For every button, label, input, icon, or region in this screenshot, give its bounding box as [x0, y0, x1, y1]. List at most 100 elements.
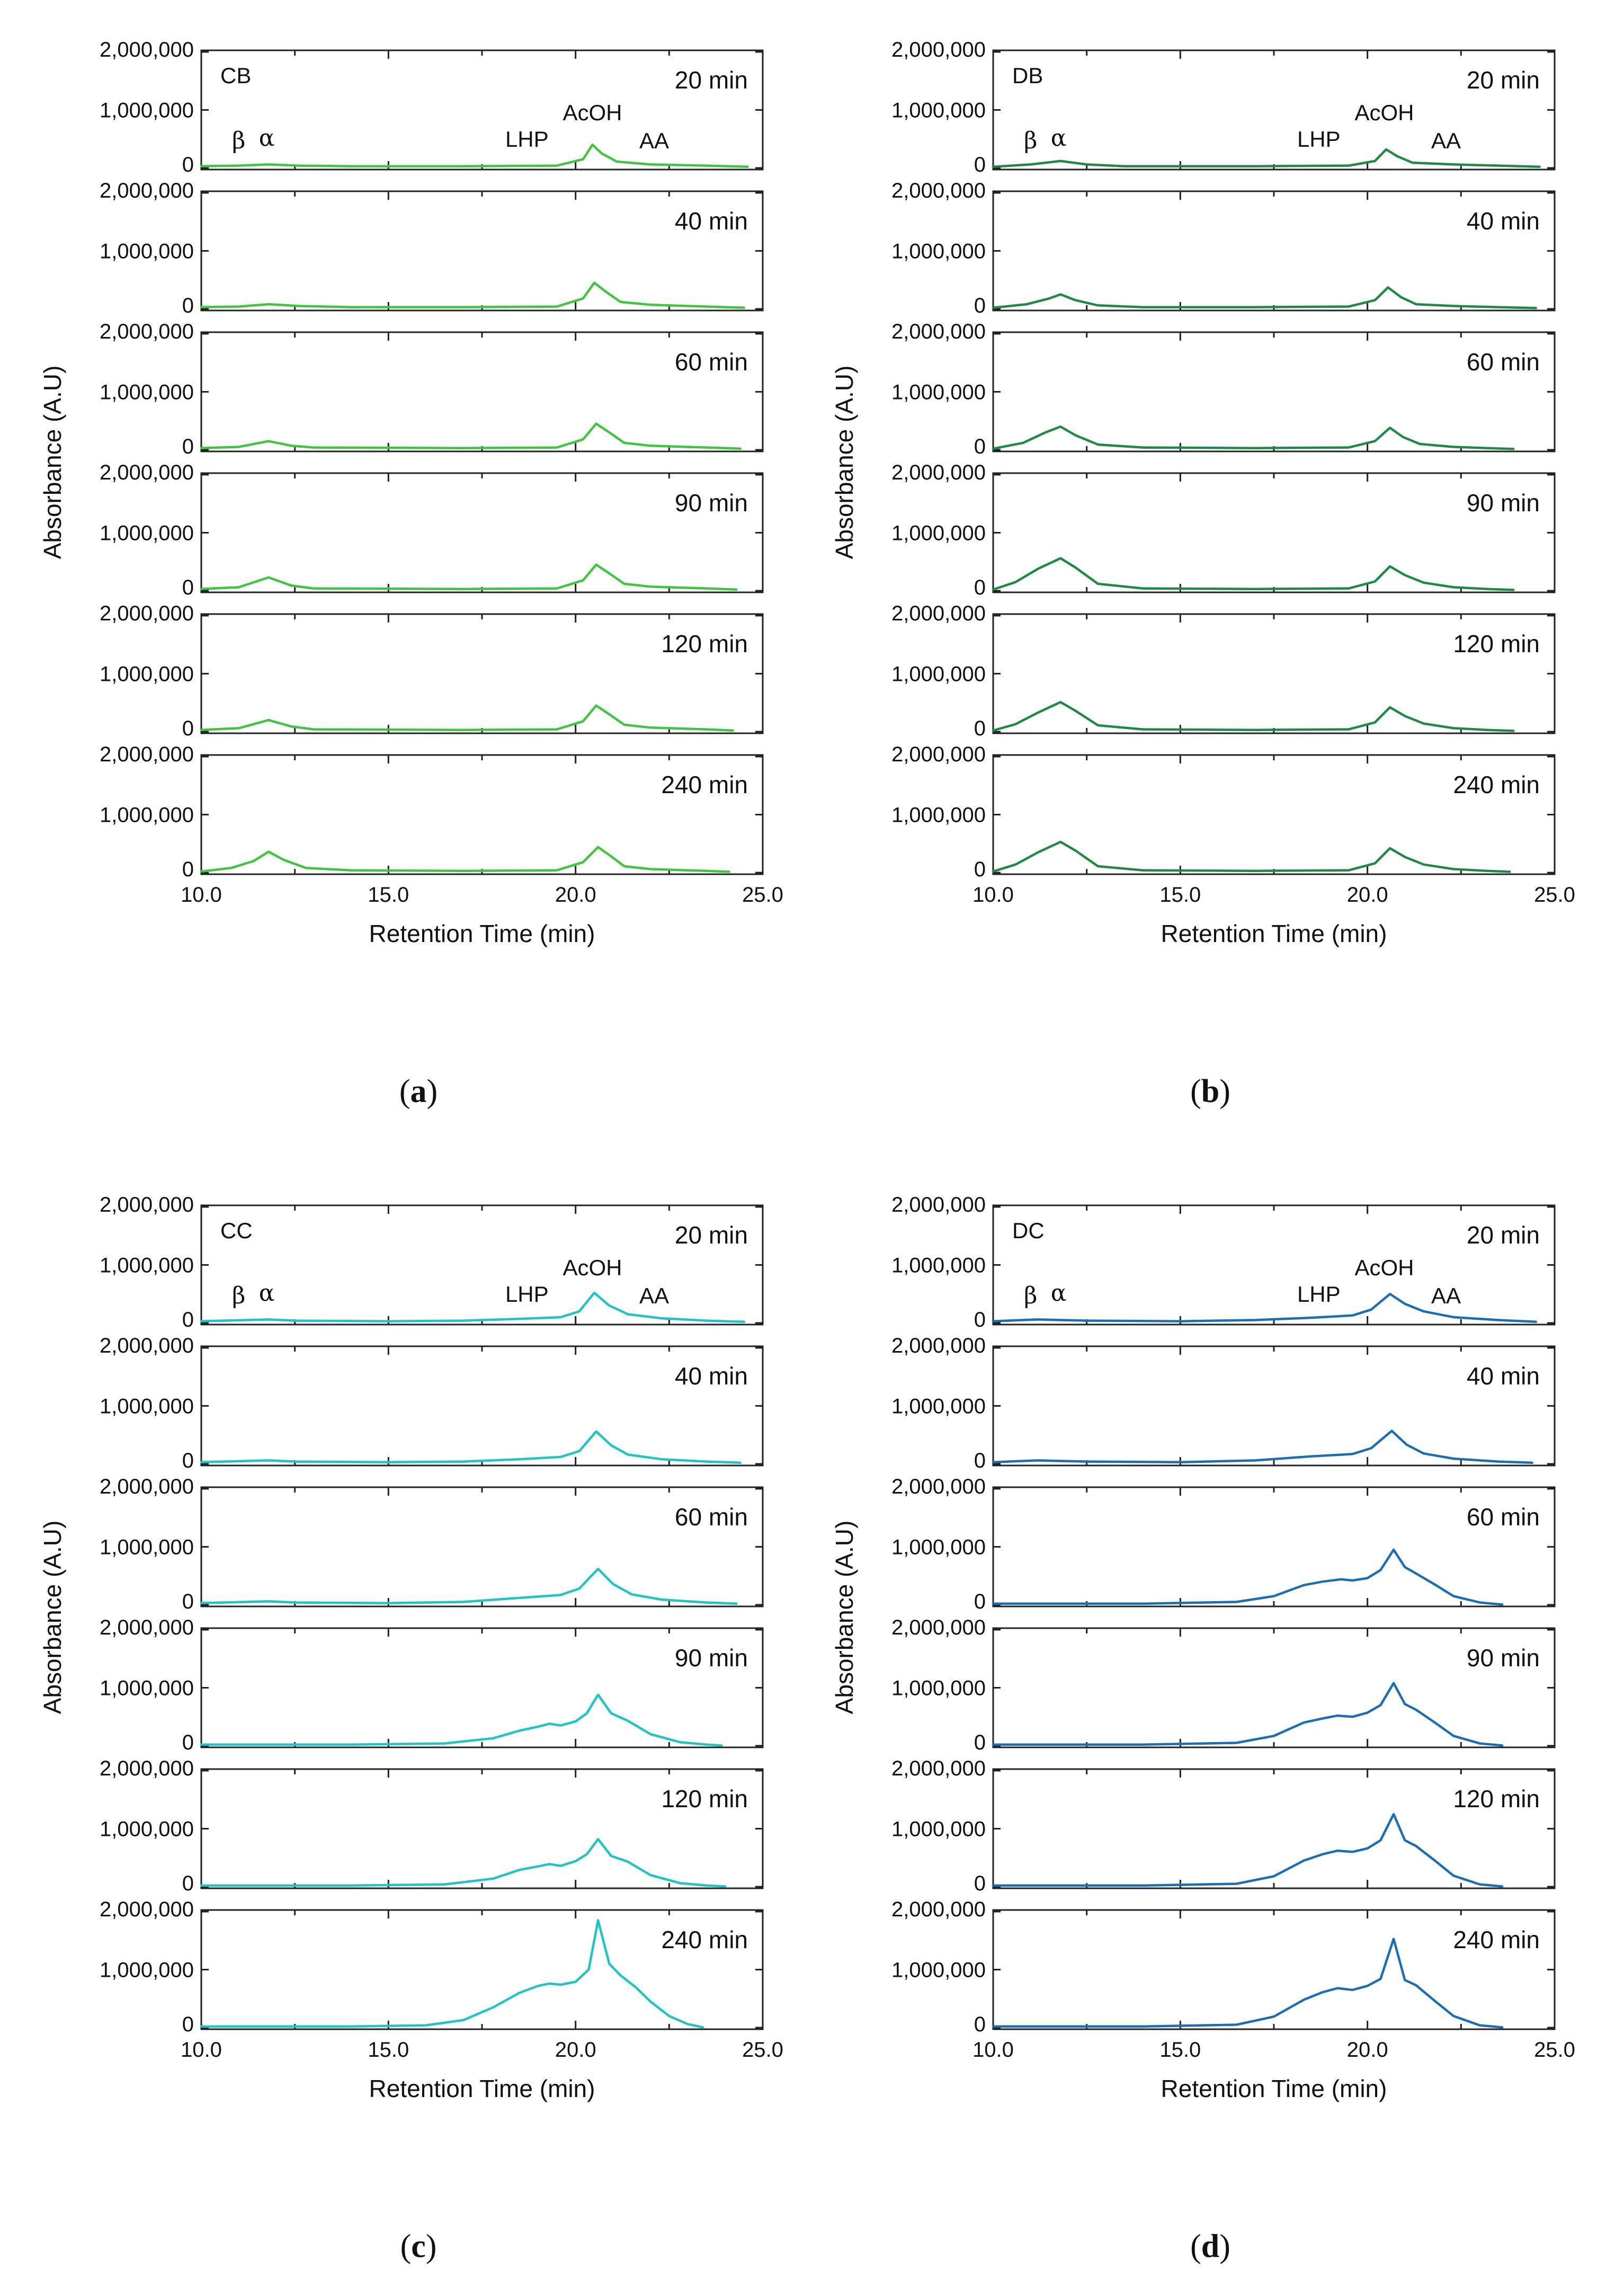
- chromatogram-trace: [992, 557, 1515, 591]
- x-tick-label: 20.0: [555, 2038, 596, 2062]
- x-tick-label: 25.0: [742, 2038, 783, 2062]
- panel-caption: (d): [1190, 2228, 1230, 2264]
- y-tick-label: 2,000,000: [891, 38, 986, 61]
- y-tick-label: 0: [182, 2013, 194, 2036]
- chromatogram-trace: [200, 1837, 727, 1888]
- x-axis-title: Retention Time (min): [369, 920, 595, 947]
- caption-letter: b: [1201, 1073, 1219, 1109]
- y-tick-label: 0: [182, 294, 194, 317]
- panel-caption: (a): [399, 1073, 438, 1109]
- panel-d-5: 2,000,000 1,000,000 0 120 min: [891, 1757, 1556, 1895]
- y-tick-label: 2,000,000: [891, 602, 986, 625]
- chromatogram-trace: [200, 1567, 738, 1605]
- panel-b-6: 2,000,000 1,000,000 0 240 min: [891, 743, 1556, 881]
- y-tick-label: 1,000,000: [891, 804, 986, 827]
- time-label: 240 min: [661, 771, 748, 798]
- chromatogram-trace: [200, 1291, 745, 1323]
- chromatogram-trace: [992, 1429, 1533, 1464]
- y-axis-title: Absorbance (A.U): [831, 366, 858, 559]
- y-tick-label: 0: [974, 576, 986, 599]
- peak-label-alpha: α: [259, 125, 275, 152]
- sample-label: CB: [220, 63, 251, 88]
- y-tick-label: 1,000,000: [891, 99, 986, 122]
- y-tick-label: 2,000,000: [891, 1616, 986, 1639]
- peak-label-lhp: LHP: [505, 127, 549, 152]
- panel-c-2: 2,000,000 1,000,000 0 40 min: [100, 1334, 764, 1472]
- x-tick-label: 10.0: [972, 2038, 1014, 2062]
- time-label: 120 min: [661, 630, 748, 658]
- chromatogram-trace: [200, 1693, 723, 1747]
- peak-label-alpha: α: [259, 1280, 275, 1307]
- x-tick-label: 25.0: [1534, 883, 1575, 907]
- x-tick-label: 20.0: [555, 883, 596, 907]
- y-tick-label: 1,000,000: [100, 1395, 194, 1418]
- y-tick-label: 0: [974, 435, 986, 458]
- y-tick-label: 2,000,000: [891, 743, 986, 766]
- panel-a-6: 2,000,000 1,000,000 0 240 min: [100, 743, 764, 881]
- y-tick-label: 0: [182, 576, 194, 599]
- x-tick-label: 15.0: [1159, 2038, 1201, 2062]
- y-tick-label: 2,000,000: [891, 320, 986, 343]
- y-tick-label: 0: [974, 153, 986, 176]
- peak-label-lhp: LHP: [505, 1282, 549, 1307]
- chromatogram-trace: [200, 1919, 704, 2029]
- y-tick-label: 2,000,000: [100, 38, 194, 61]
- y-tick-label: 2,000,000: [891, 1334, 986, 1357]
- chromatogram-trace: [992, 148, 1541, 168]
- y-tick-label: 1,000,000: [891, 1959, 986, 1982]
- chromatogram-trace: [992, 700, 1515, 732]
- y-tick-label: 2,000,000: [100, 179, 194, 202]
- y-tick-label: 0: [974, 1731, 986, 1754]
- time-label: 60 min: [675, 1503, 748, 1531]
- panel-b-2: 2,000,000 1,000,000 0 40 min: [891, 179, 1556, 317]
- time-label: 90 min: [1467, 1644, 1540, 1672]
- peak-label-alpha: α: [1051, 1280, 1067, 1307]
- y-tick-label: 2,000,000: [100, 461, 194, 484]
- x-axis-title: Retention Time (min): [1161, 920, 1387, 947]
- caption-letter: d: [1201, 2228, 1219, 2264]
- time-label: 40 min: [675, 207, 748, 235]
- y-tick-label: 0: [974, 1590, 986, 1613]
- caption-close-paren: ): [1219, 2228, 1230, 2264]
- x-tick-label: 15.0: [368, 2038, 409, 2062]
- panel-d-2: 2,000,000 1,000,000 0 40 min: [891, 1334, 1556, 1472]
- y-tick-label: 2,000,000: [100, 320, 194, 343]
- time-label: 60 min: [1467, 348, 1540, 376]
- time-label: 240 min: [1453, 771, 1540, 798]
- panel-a-4: 2,000,000 1,000,000 0 90 min: [100, 461, 764, 599]
- y-tick-label: 0: [182, 435, 194, 458]
- time-label: 120 min: [1453, 1785, 1540, 1813]
- y-tick-label: 1,000,000: [891, 1818, 986, 1841]
- y-tick-label: 0: [182, 1872, 194, 1895]
- time-label: 90 min: [675, 489, 748, 517]
- x-tick-label: 10.0: [972, 883, 1014, 907]
- panel-c-4: 2,000,000 1,000,000 0 90 min: [100, 1616, 764, 1754]
- time-label: 90 min: [1467, 489, 1540, 517]
- y-tick-label: 1,000,000: [100, 1536, 194, 1559]
- chromatogram-trace: [992, 1293, 1537, 1323]
- y-tick-label: 1,000,000: [100, 99, 194, 122]
- x-tick-label: 25.0: [742, 883, 783, 907]
- peak-label-beta: β: [1024, 1282, 1037, 1309]
- y-tick-label: 2,000,000: [100, 602, 194, 625]
- y-axis-title: Absorbance (A.U): [39, 366, 66, 559]
- chromatogram-trace: [200, 846, 730, 873]
- x-tick-label: 15.0: [1159, 883, 1201, 907]
- time-label: 40 min: [675, 1362, 748, 1390]
- caption-letter: c: [411, 2228, 426, 2264]
- y-tick-label: 0: [974, 858, 986, 881]
- chromatogram-trace: [992, 1548, 1504, 1606]
- chromatogram-trace: [992, 286, 1537, 309]
- time-label: 60 min: [675, 348, 748, 376]
- sample-label: DB: [1012, 63, 1043, 88]
- y-tick-label: 1,000,000: [100, 1677, 194, 1700]
- y-tick-label: 1,000,000: [100, 804, 194, 827]
- y-tick-label: 1,000,000: [891, 663, 986, 686]
- panel-caption: (c): [400, 2228, 437, 2264]
- y-tick-label: 1,000,000: [100, 522, 194, 545]
- panel-a-2: 2,000,000 1,000,000 0 40 min: [100, 179, 764, 317]
